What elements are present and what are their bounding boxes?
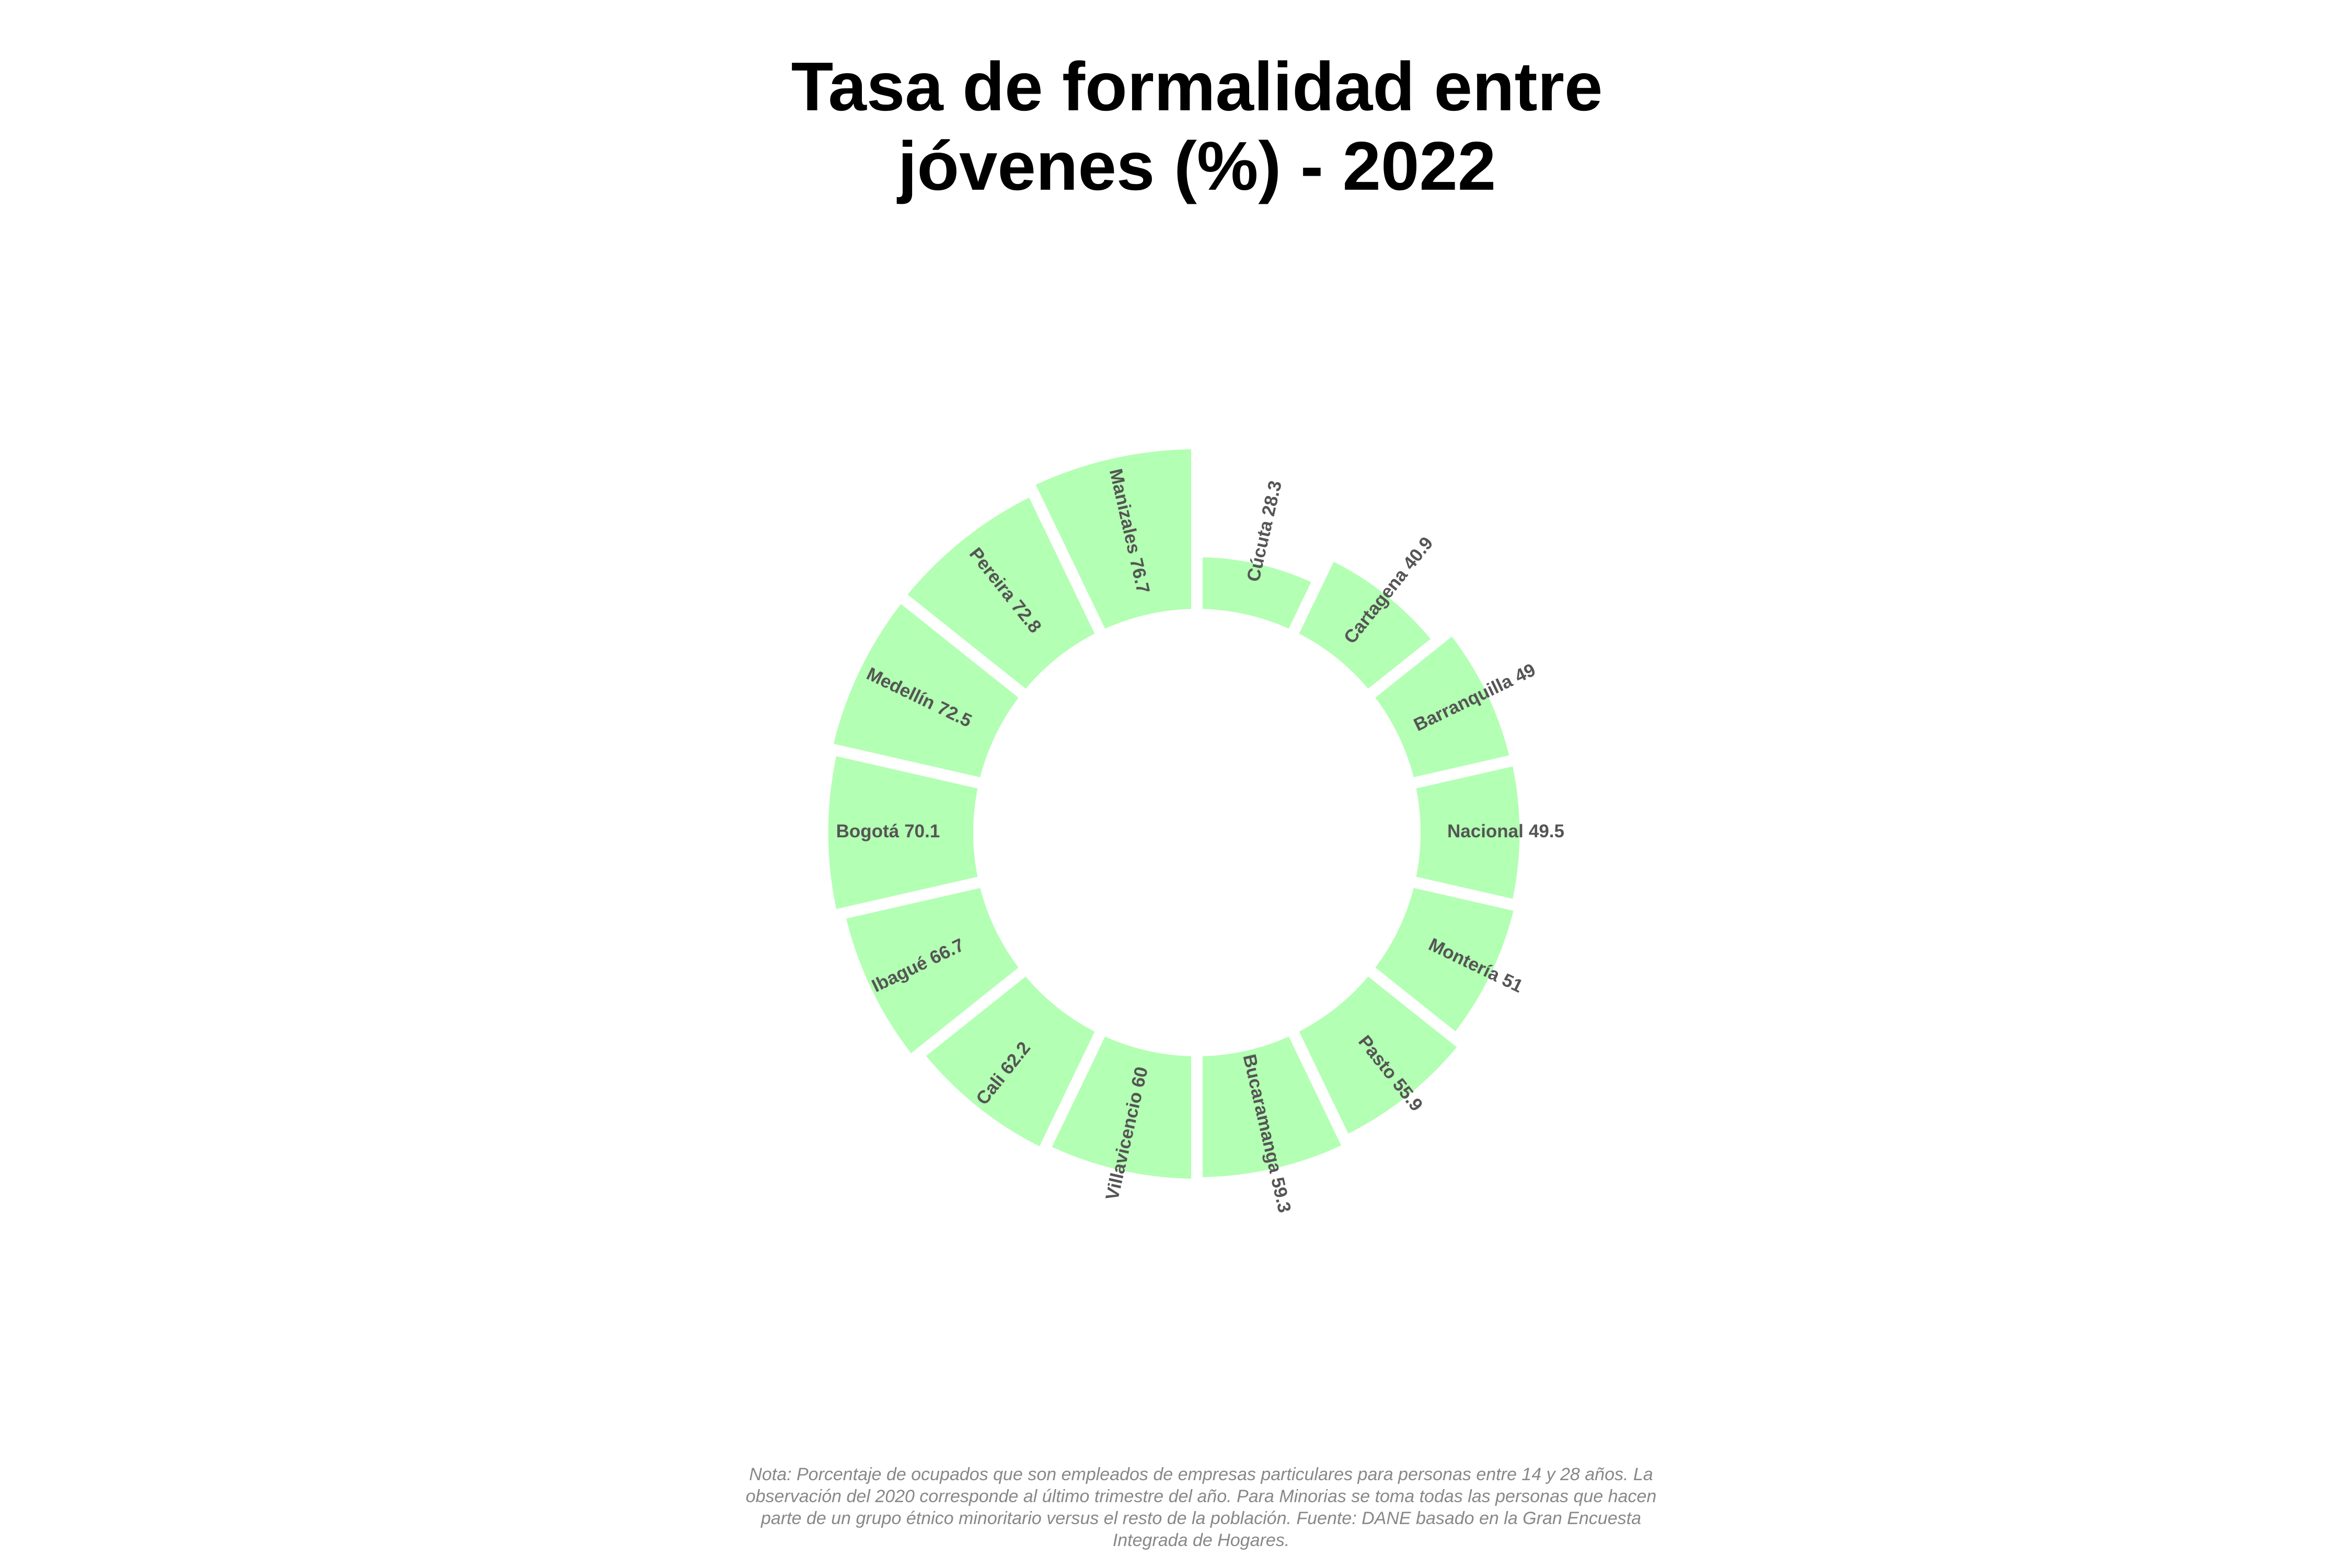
bar-label-value: 60 [1128, 1065, 1152, 1089]
bar-label: Nacional 49.5 [1447, 821, 1564, 841]
bar-label-name: Bogotá [836, 821, 900, 841]
bar-label-value: 59.3 [1267, 1175, 1295, 1215]
bar [820, 587, 1035, 791]
bar [832, 874, 1035, 1070]
bar [1020, 437, 1203, 644]
chart-title: Tasa de formalidad entre jóvenes (%) - 2… [791, 48, 1603, 204]
bar-label-value: 49 [1512, 660, 1539, 687]
bar-label-value: 40.9 [1399, 533, 1437, 574]
bar [816, 742, 991, 923]
bar-label: Bogotá 70.1 [836, 821, 940, 841]
bar-label-name: Nacional [1447, 821, 1524, 841]
bar [909, 960, 1110, 1162]
bar-label-value: 49.5 [1529, 821, 1564, 841]
bar-label-value: 28.3 [1258, 479, 1286, 518]
chart-note: Nota: Porcentaje de ocupados que son emp… [745, 1465, 1657, 1550]
bar-label-value: 70.1 [904, 821, 940, 841]
